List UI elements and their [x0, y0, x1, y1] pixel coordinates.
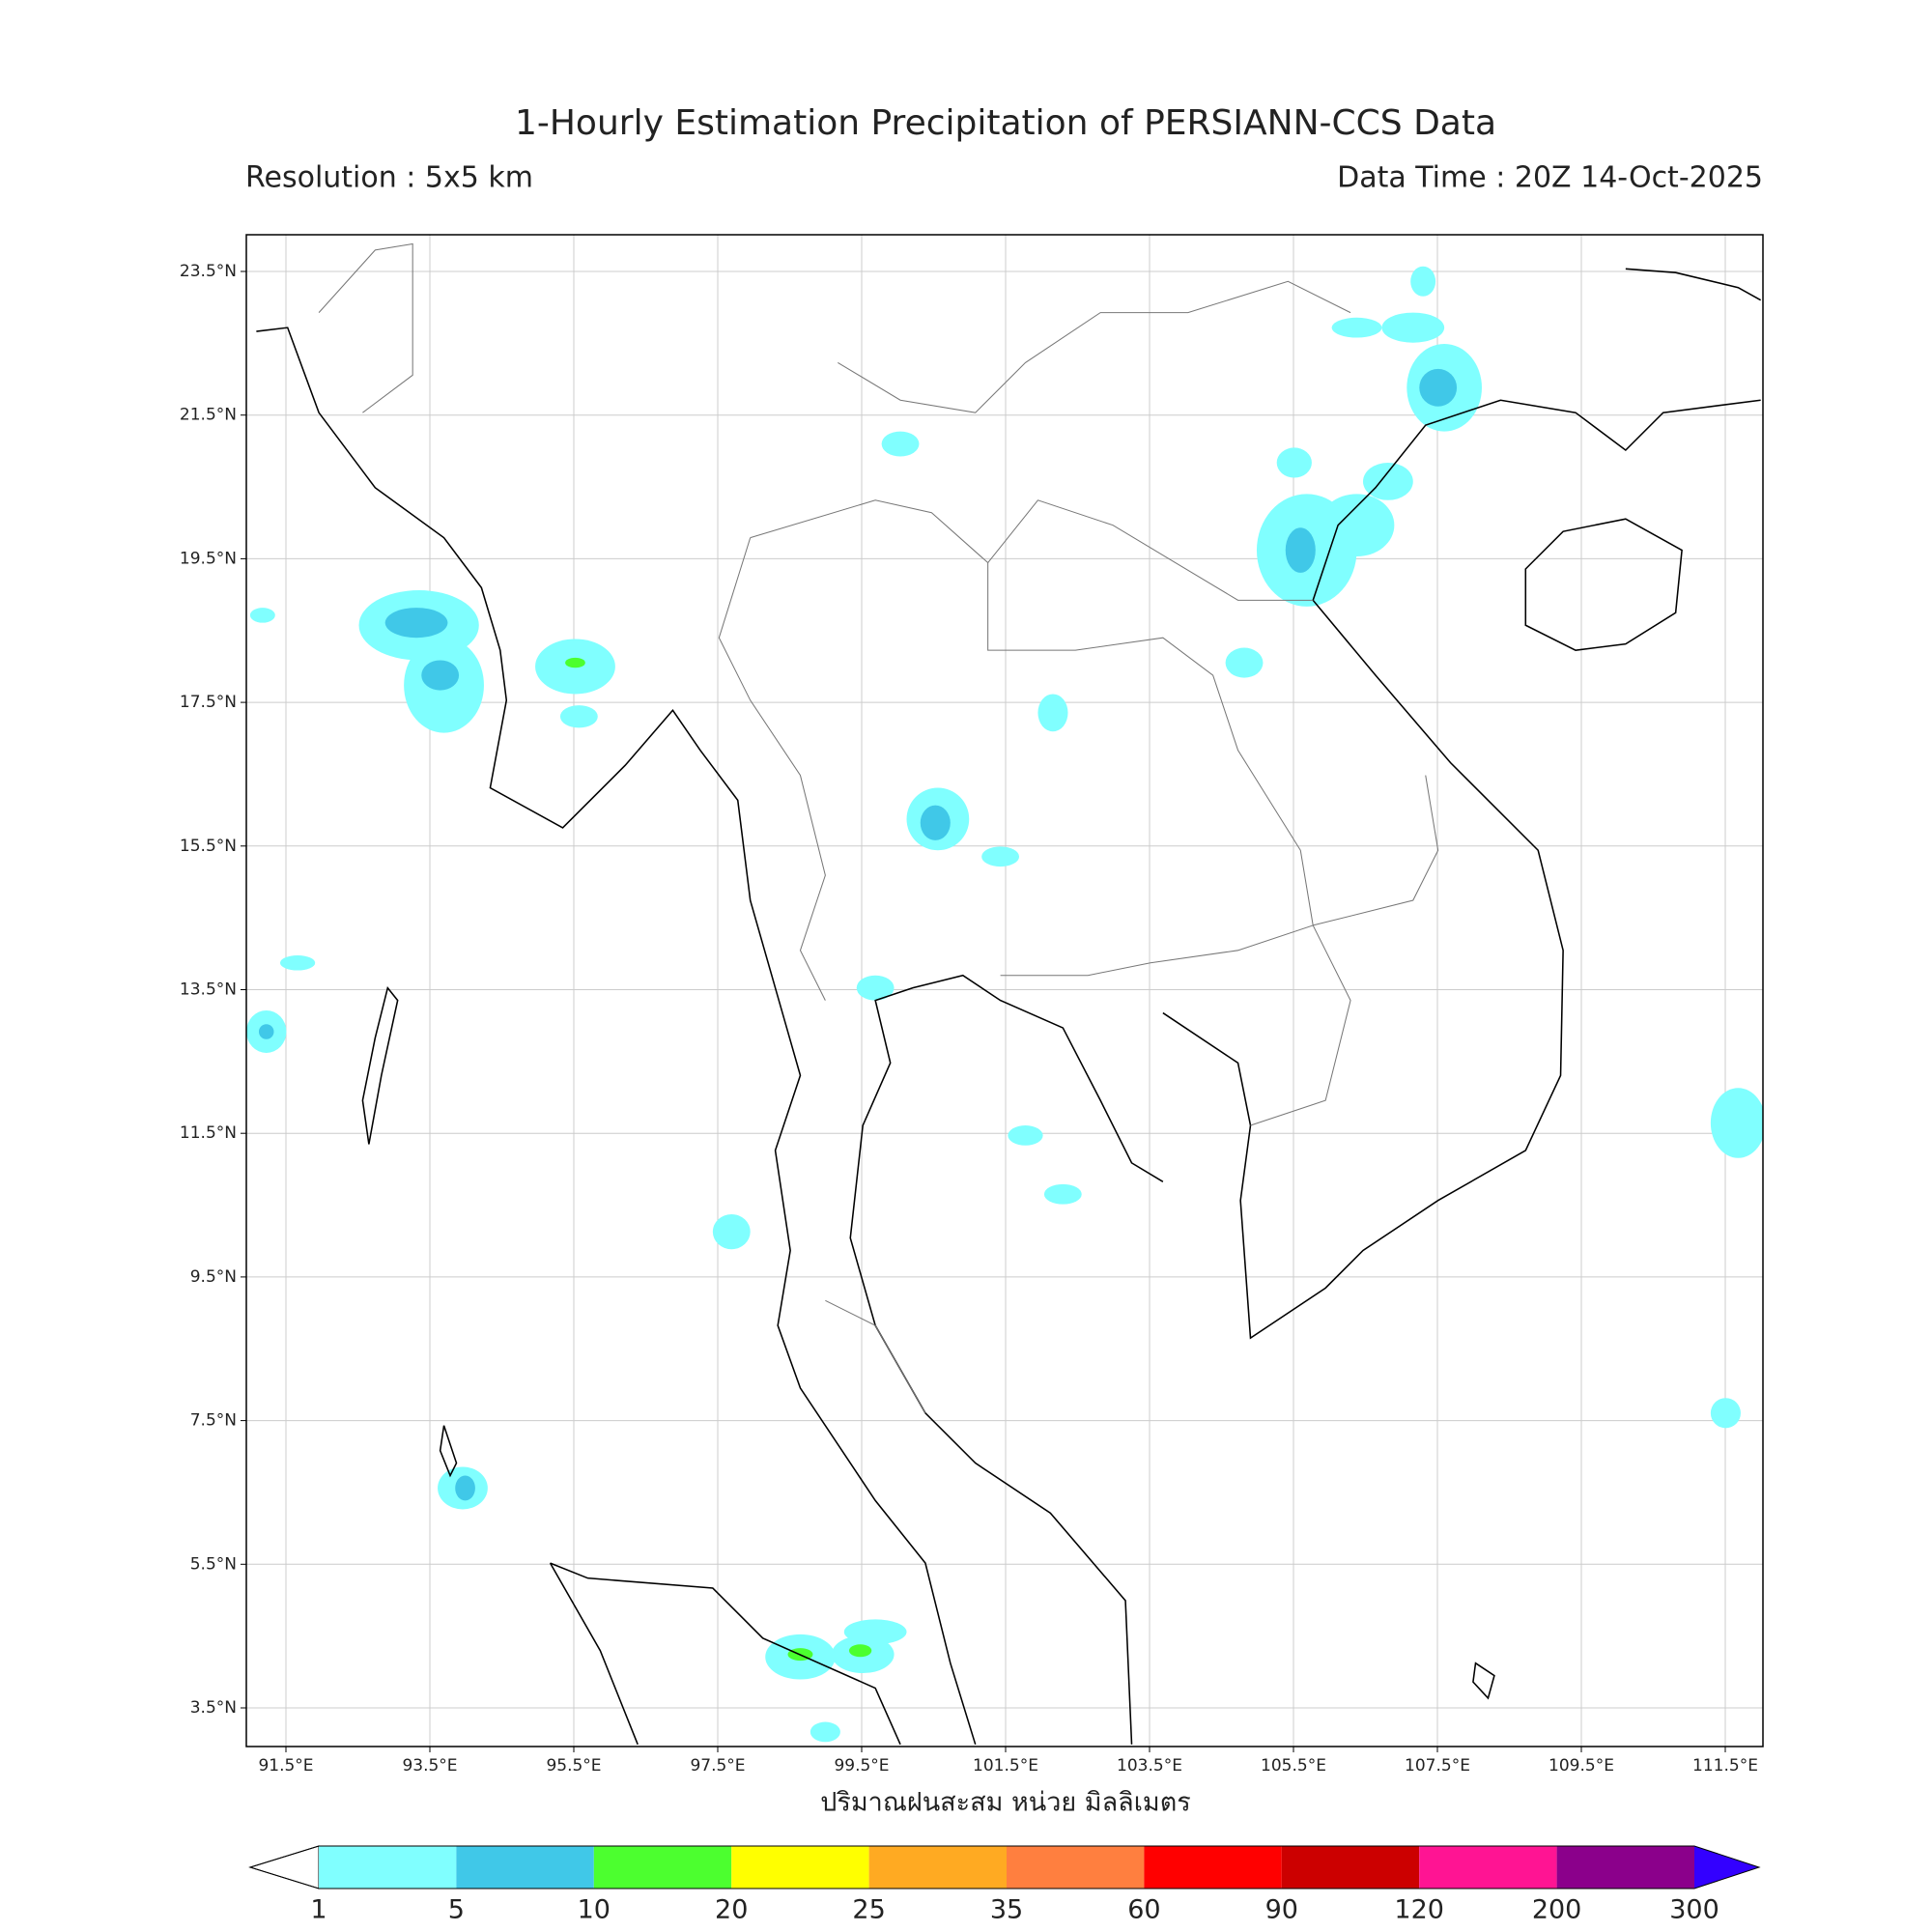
lat-tick-label: 3.5°N — [190, 1698, 237, 1718]
lat-tick-label: 23.5°N — [180, 262, 237, 281]
colorbar-segment — [1144, 1846, 1282, 1889]
colorbar-under-arrow — [248, 1845, 320, 1889]
lat-tick-label: 7.5°N — [190, 1411, 237, 1431]
lon-tick-label: 97.5°E — [690, 1756, 745, 1776]
lon-tick-label: 105.5°E — [1261, 1756, 1326, 1776]
colorbar-label: 90 — [1265, 1895, 1298, 1925]
lon-tick-label: 93.5°E — [402, 1756, 457, 1776]
rain-areas — [246, 266, 1763, 1743]
colorbar-label: 35 — [990, 1895, 1023, 1925]
colorbar-label: 5 — [448, 1895, 465, 1925]
colorbar-label: 20 — [715, 1895, 748, 1925]
lon-tick-label: 91.5°E — [258, 1756, 313, 1776]
lon-tick-label: 99.5°E — [834, 1756, 889, 1776]
colorbar-label: 300 — [1669, 1895, 1719, 1925]
colorbar-segment — [1556, 1846, 1694, 1889]
colorbar-segment — [1007, 1846, 1145, 1889]
colorbar-segment — [868, 1846, 1007, 1889]
colorbar-segment — [731, 1846, 869, 1889]
colorbar-segment — [319, 1846, 457, 1889]
colorbar: 1 5 10 20 25 35 60 90 120 200 300 — [248, 1845, 1761, 1925]
title: 1-Hourly Estimation Precipitation of PER… — [515, 103, 1496, 143]
colorbar-over-arrow — [1694, 1846, 1759, 1889]
data-time: Data Time : 20Z 14-Oct-2025 — [1337, 161, 1763, 195]
lat-tick-label: 19.5°N — [180, 549, 237, 568]
lat-tick-label: 15.5°N — [180, 837, 237, 856]
coastlines — [256, 268, 1762, 1746]
colorbar-label: 10 — [578, 1895, 611, 1925]
lat-tick-label: 9.5°N — [190, 1267, 237, 1287]
borders — [318, 242, 1439, 1414]
lon-tick-label: 111.5°E — [1692, 1756, 1758, 1776]
grid — [246, 235, 1763, 1747]
map-frame — [245, 234, 1764, 1747]
lat-tick-label: 11.5°N — [180, 1123, 237, 1143]
lat-tick-label: 21.5°N — [180, 406, 237, 425]
colorbar-label: 1 — [310, 1895, 327, 1925]
colorbar-segment — [1281, 1846, 1420, 1889]
lon-tick-label: 107.5°E — [1405, 1756, 1470, 1776]
colorbar-segment — [456, 1846, 594, 1889]
lon-tick-label: 109.5°E — [1548, 1756, 1614, 1776]
colorbar-label: 60 — [1127, 1895, 1160, 1925]
lon-tick-label: 103.5°E — [1117, 1756, 1182, 1776]
lat-tick-label: 13.5°N — [180, 980, 237, 1000]
colorbar-label: 25 — [852, 1895, 885, 1925]
lon-tick-label: 95.5°E — [546, 1756, 601, 1776]
colorbar-segment — [593, 1846, 732, 1889]
lat-tick-label: 5.5°N — [190, 1554, 237, 1574]
lat-tick-label: 17.5°N — [180, 693, 237, 712]
resolution: Resolution : 5x5 km — [245, 161, 533, 195]
lon-tick-label: 101.5°E — [973, 1756, 1038, 1776]
x-axis-label: ปริมาณฝนสะสม หน่วย มิลลิเมตร — [820, 1788, 1191, 1818]
colorbar-label: 120 — [1394, 1895, 1444, 1925]
colorbar-label: 200 — [1532, 1895, 1582, 1925]
map-drawing — [246, 242, 1763, 1746]
colorbar-segment — [1419, 1846, 1557, 1889]
colorbar-outline — [248, 1845, 1761, 1889]
